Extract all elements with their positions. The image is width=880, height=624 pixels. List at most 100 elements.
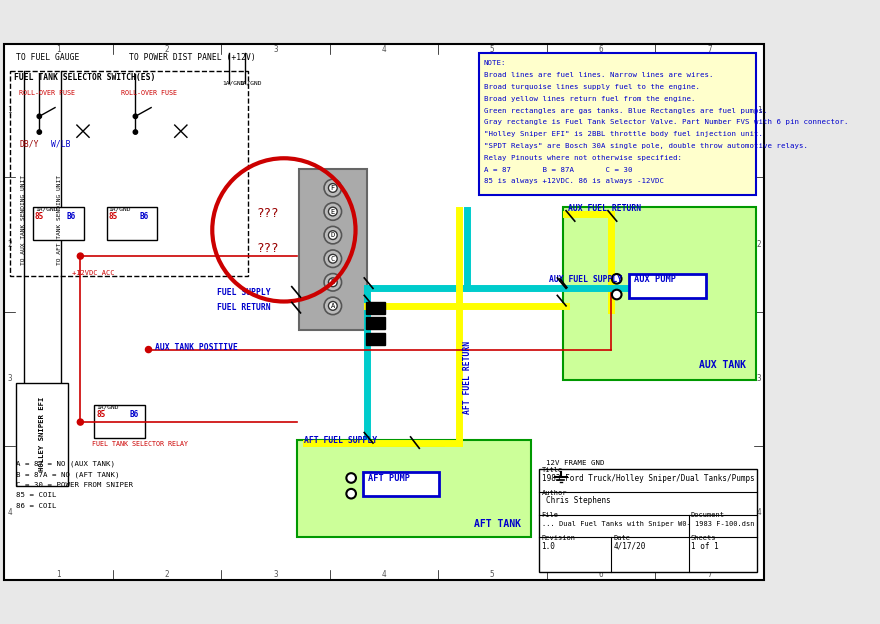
Text: 1.0: 1.0: [541, 542, 555, 551]
Circle shape: [37, 114, 41, 119]
Text: B6: B6: [66, 212, 76, 222]
Bar: [539, 469, 758, 572]
Text: Gray rectangle is Fuel Tank Selector Valve. Part Number FVS with 6 pin connector: Gray rectangle is Fuel Tank Selector Val…: [484, 119, 848, 125]
Text: Broad turquoise lines supply fuel to the engine.: Broad turquoise lines supply fuel to the…: [484, 84, 700, 90]
Circle shape: [133, 130, 137, 134]
Text: 3: 3: [757, 374, 761, 383]
Bar: [33, 207, 84, 240]
Text: ROLL-OVER FUSE: ROLL-OVER FUSE: [19, 90, 75, 96]
Circle shape: [328, 301, 337, 310]
Text: B6: B6: [140, 212, 149, 222]
Text: 1 of 1: 1 of 1: [691, 542, 719, 551]
Text: AFT FUEL RETURN: AFT FUEL RETURN: [463, 341, 472, 414]
Circle shape: [328, 231, 337, 240]
Text: AFT FUEL SUPPLY: AFT FUEL SUPPLY: [304, 436, 378, 445]
Circle shape: [612, 274, 621, 284]
Text: 6: 6: [598, 570, 604, 580]
Text: 1A/GND: 1A/GND: [108, 207, 131, 212]
Text: FUEL TANK SELECTOR SWITCH(ES): FUEL TANK SELECTOR SWITCH(ES): [14, 72, 156, 82]
Text: Green rectangles are gas tanks. Blue Rectangles are fuel pumps.: Green rectangles are gas tanks. Blue Rec…: [484, 107, 767, 114]
Circle shape: [145, 346, 151, 353]
Text: 3: 3: [274, 570, 278, 580]
Text: Title: Title: [541, 467, 563, 473]
Text: AUX FUEL RETURN: AUX FUEL RETURN: [568, 203, 641, 213]
Bar: [479, 54, 757, 195]
Text: 4: 4: [382, 44, 386, 54]
Text: Document: Document: [691, 512, 725, 519]
Circle shape: [324, 203, 341, 220]
Text: 1: 1: [757, 106, 761, 115]
Text: 4: 4: [382, 570, 386, 580]
Bar: [94, 404, 145, 438]
Text: 1983 Ford Truck/Holley Sniper/Dual Tanks/Pumps: 1983 Ford Truck/Holley Sniper/Dual Tanks…: [541, 474, 754, 482]
Circle shape: [37, 130, 41, 134]
Bar: [363, 472, 439, 496]
Bar: [366, 317, 385, 329]
Bar: [106, 207, 158, 240]
Text: TO FUEL GAUGE: TO FUEL GAUGE: [16, 54, 79, 62]
Text: A = 87 = NO (AUX TANK): A = 87 = NO (AUX TANK): [16, 461, 114, 467]
Text: AUX FUEL SUPPLY: AUX FUEL SUPPLY: [548, 275, 621, 285]
Text: FUEL SUPPLY: FUEL SUPPLY: [216, 288, 270, 296]
Text: ???: ???: [257, 207, 279, 220]
Text: B: B: [331, 280, 335, 285]
Text: AFT TANK: AFT TANK: [474, 519, 521, 529]
Text: 1A/GND: 1A/GND: [96, 404, 119, 409]
Text: 1A/GND: 1A/GND: [223, 81, 246, 86]
Text: Sheets: Sheets: [691, 535, 716, 541]
Text: 85 = COIL: 85 = COIL: [16, 492, 56, 498]
Text: ROLL-OVER FUSE: ROLL-OVER FUSE: [121, 90, 177, 96]
Text: AUX TANK POSITIVE: AUX TANK POSITIVE: [156, 343, 238, 351]
Text: D: D: [331, 232, 335, 238]
Text: A = 87       B = 87A       C = 30: A = 87 B = 87A C = 30: [484, 167, 633, 173]
Circle shape: [328, 278, 337, 286]
Bar: [297, 439, 532, 537]
Text: F: F: [331, 185, 335, 191]
Bar: [366, 333, 385, 345]
Text: C: C: [331, 256, 335, 261]
Text: Date: Date: [613, 535, 630, 541]
Circle shape: [347, 473, 356, 483]
Text: ???: ???: [257, 241, 279, 255]
Text: C = 30 = POWER FROM SNIPER: C = 30 = POWER FROM SNIPER: [16, 482, 133, 488]
Text: 1: 1: [56, 44, 61, 54]
Text: DB/Y: DB/Y: [19, 139, 39, 148]
Text: 85 is always +12VDC. 86 is always -12VDC: 85 is always +12VDC. 86 is always -12VDC: [484, 178, 664, 184]
Text: TO AFT TANK SENDING UNIT: TO AFT TANK SENDING UNIT: [57, 175, 62, 265]
Bar: [366, 301, 385, 314]
Text: FUEL TANK SELECTOR RELAY: FUEL TANK SELECTOR RELAY: [92, 441, 187, 447]
Bar: [629, 273, 706, 298]
Circle shape: [324, 273, 341, 291]
Text: 5: 5: [490, 44, 495, 54]
Circle shape: [324, 297, 341, 314]
Text: "Holley Sniper EFI" is 2BBL throttle body fuel injection unit.: "Holley Sniper EFI" is 2BBL throttle bod…: [484, 131, 763, 137]
Text: 1A/GND: 1A/GND: [239, 81, 262, 86]
Text: W/LB: W/LB: [51, 139, 70, 148]
Bar: [563, 207, 756, 380]
Text: Chris Stephens: Chris Stephens: [546, 496, 611, 505]
Text: 7: 7: [708, 570, 712, 580]
Text: TO AUX TANK SENDING UNIT: TO AUX TANK SENDING UNIT: [21, 175, 26, 265]
Circle shape: [77, 253, 84, 259]
Text: FUEL RETURN: FUEL RETURN: [216, 303, 270, 312]
Text: Relay Pinouts where not otherwise specified:: Relay Pinouts where not otherwise specif…: [484, 155, 682, 161]
Text: AUX TANK: AUX TANK: [699, 360, 746, 370]
Text: 12V FRAME GND: 12V FRAME GND: [546, 460, 605, 466]
Text: 2: 2: [757, 240, 761, 249]
Text: Revision: Revision: [541, 535, 576, 541]
Text: TO POWER DIST PANEL (+12V): TO POWER DIST PANEL (+12V): [129, 54, 256, 62]
Text: 2: 2: [7, 240, 12, 249]
Circle shape: [133, 114, 137, 119]
Text: HOLLEY SNIPER EFI: HOLLEY SNIPER EFI: [39, 397, 45, 472]
Text: 7: 7: [708, 44, 712, 54]
Bar: [298, 168, 367, 330]
Text: Author: Author: [541, 490, 567, 495]
Text: 5: 5: [490, 570, 495, 580]
Text: "SPDT Relays" are Bosch 30A single pole, double throw automotive relays.: "SPDT Relays" are Bosch 30A single pole,…: [484, 143, 808, 149]
Text: B = 87A = NO (AFT TANK): B = 87A = NO (AFT TANK): [16, 471, 119, 478]
Circle shape: [612, 290, 621, 300]
Text: Broad yellow lines return fuel from the engine.: Broad yellow lines return fuel from the …: [484, 96, 695, 102]
Text: 2: 2: [165, 44, 169, 54]
Text: 3: 3: [274, 44, 278, 54]
Text: Broad lines are fuel lines. Narrow lines are wires.: Broad lines are fuel lines. Narrow lines…: [484, 72, 714, 78]
